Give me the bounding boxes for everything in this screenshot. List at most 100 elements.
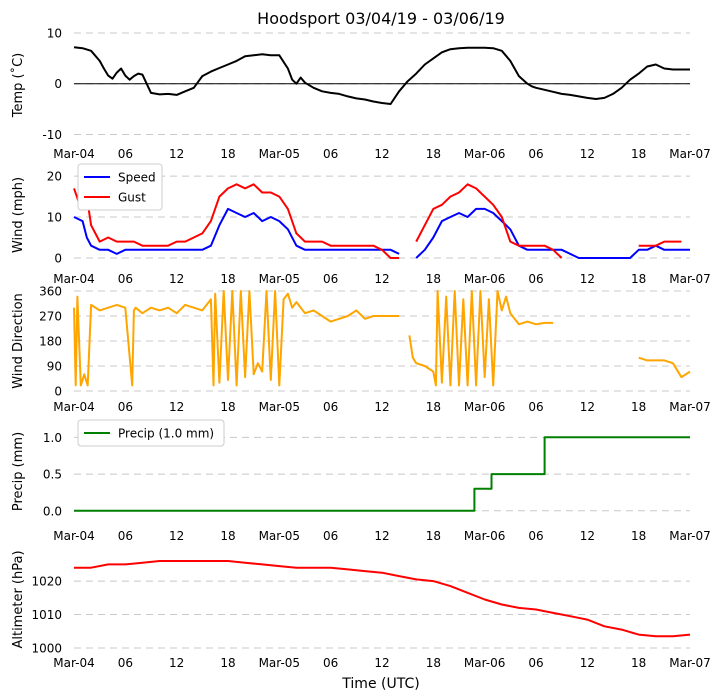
y-tick-label: 10 (47, 27, 62, 41)
x-tick-label: 12 (580, 147, 595, 161)
legend-label: Gust (118, 191, 146, 205)
x-tick-label: 06 (528, 529, 543, 543)
y-tick-label: 0 (54, 385, 62, 399)
x-tick-label: 06 (528, 656, 543, 670)
series-line-altimeter (74, 561, 690, 636)
y-tick-label: 90 (47, 360, 62, 374)
chart-title: Hoodsport 03/04/19 - 03/06/19 (257, 9, 505, 28)
x-tick-label: Mar-06 (464, 272, 505, 286)
x-tick-label: 06 (323, 272, 338, 286)
x-tick-label: 06 (323, 529, 338, 543)
x-tick-label: 12 (169, 656, 184, 670)
x-tick-label: Mar-07 (669, 147, 710, 161)
y-axis-label: Wind (mph) (11, 177, 26, 253)
x-tick-label: 06 (118, 147, 133, 161)
x-tick-label: 06 (118, 529, 133, 543)
series-line-temp (74, 47, 690, 104)
figure: Hoodsport 03/04/19 - 03/06/19 Time (UTC)… (0, 0, 722, 700)
y-tick-label: 10 (47, 211, 62, 225)
x-tick-label: 12 (374, 529, 389, 543)
series-line-direction2 (409, 291, 553, 385)
legend: Precip (1.0 mm) (78, 420, 224, 446)
x-axis-label: Time (UTC) (341, 676, 419, 692)
x-tick-label: 18 (426, 656, 441, 670)
x-tick-label: Mar-05 (259, 400, 300, 414)
x-tick-label: 18 (426, 529, 441, 543)
x-tick-label: 06 (528, 147, 543, 161)
x-tick-label: Mar-05 (259, 529, 300, 543)
y-tick-label: 20 (47, 170, 62, 184)
series-line-gust (416, 184, 562, 258)
x-tick-label: 18 (220, 272, 235, 286)
y-tick-label: 270 (39, 310, 62, 324)
x-tick-label: 06 (323, 147, 338, 161)
x-tick-label: 12 (374, 400, 389, 414)
legend-label: Speed (118, 171, 156, 185)
y-axis-label: Temp (˚C) (10, 53, 26, 119)
x-tick-label: 12 (169, 147, 184, 161)
x-tick-label: 18 (220, 529, 235, 543)
y-tick-label: 1020 (31, 575, 62, 589)
x-tick-label: Mar-07 (669, 529, 710, 543)
y-tick-label: 0.0 (43, 504, 62, 518)
x-tick-label: Mar-07 (669, 656, 710, 670)
x-tick-label: Mar-06 (464, 656, 505, 670)
x-tick-label: 12 (374, 147, 389, 161)
x-tick-label: Mar-04 (53, 656, 94, 670)
x-tick-label: 06 (323, 400, 338, 414)
x-tick-label: Mar-05 (259, 147, 300, 161)
x-tick-label: Mar-07 (669, 400, 710, 414)
x-tick-label: Mar-04 (53, 529, 94, 543)
y-axis-label: Precip (mm) (11, 432, 26, 511)
x-tick-label: 06 (118, 656, 133, 670)
x-tick-label: 12 (374, 272, 389, 286)
y-tick-label: 0 (54, 252, 62, 266)
series-line-precip-1-0-mm- (74, 437, 690, 511)
series-line-gust (639, 242, 682, 246)
x-tick-label: 06 (323, 656, 338, 670)
x-tick-label: 18 (631, 529, 646, 543)
x-tick-label: 12 (169, 400, 184, 414)
x-tick-label: 12 (580, 272, 595, 286)
x-tick-label: Mar-06 (464, 529, 505, 543)
y-tick-label: 0 (54, 77, 62, 91)
x-tick-label: 18 (631, 400, 646, 414)
x-tick-label: 12 (580, 656, 595, 670)
y-tick-label: 1.0 (43, 431, 62, 445)
x-tick-label: Mar-06 (464, 400, 505, 414)
x-tick-label: 18 (220, 147, 235, 161)
y-tick-label: 0.5 (43, 468, 62, 482)
x-tick-label: 06 (118, 400, 133, 414)
panel-wind: 0 10 20 Mar-04 06 12 18 Mar-05 06 12 18 Mar-06 06 12 1… (11, 164, 711, 286)
x-tick-label: 12 (580, 529, 595, 543)
x-tick-label: Mar-07 (669, 272, 710, 286)
x-tick-label: 18 (426, 272, 441, 286)
x-tick-label: 18 (631, 272, 646, 286)
x-tick-label: 06 (528, 400, 543, 414)
x-tick-label: 18 (220, 656, 235, 670)
series-line-direction3 (639, 358, 690, 377)
x-tick-label: Mar-04 (53, 147, 94, 161)
x-tick-label: 18 (631, 656, 646, 670)
x-tick-label: 12 (169, 529, 184, 543)
x-tick-label: 18 (631, 147, 646, 161)
panel-alt: 1000 1010 1020 Mar-04 06 12 18 Mar-05 06 12 18 Mar-… (11, 550, 711, 670)
panel-temp: -10 0 10 Mar-04 06 12 18 Mar-05 06 12 18 Mar-06 06 12… (10, 27, 711, 162)
x-tick-label: Mar-05 (259, 656, 300, 670)
series-line-direction (74, 291, 399, 385)
x-tick-label: 18 (426, 400, 441, 414)
y-tick-label: 180 (39, 335, 62, 349)
x-tick-label: 12 (374, 656, 389, 670)
y-tick-label: 360 (39, 285, 62, 299)
y-axis-label: Wind Direction (11, 293, 26, 389)
x-tick-label: Mar-05 (259, 272, 300, 286)
y-axis-label: Altimeter (hPa) (11, 550, 26, 648)
legend-label: Precip (1.0 mm) (118, 427, 214, 441)
series-line-speed (74, 209, 399, 254)
y-tick-label: -10 (42, 128, 62, 142)
x-tick-label: Mar-04 (53, 400, 94, 414)
legend: Speed Gust (78, 164, 162, 210)
x-tick-label: 12 (580, 400, 595, 414)
y-tick-label: 1000 (31, 642, 62, 656)
x-tick-label: 18 (426, 147, 441, 161)
